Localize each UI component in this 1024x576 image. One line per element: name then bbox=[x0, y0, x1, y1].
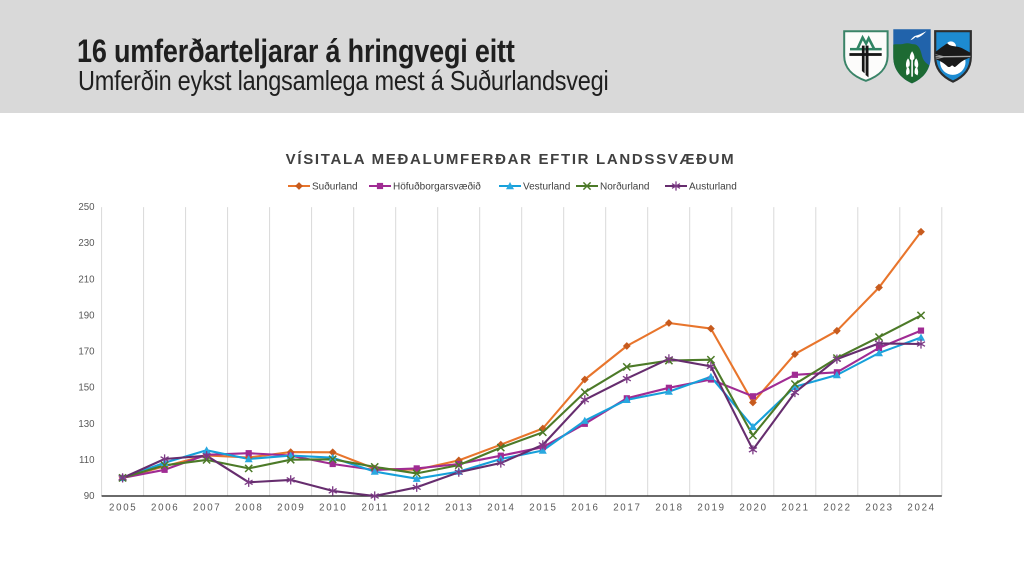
svg-text:2019: 2019 bbox=[697, 503, 725, 514]
svg-text:2023: 2023 bbox=[865, 503, 893, 514]
svg-text:Höfuðborgarsvæðið: Höfuðborgarsvæðið bbox=[393, 181, 481, 193]
svg-text:2020: 2020 bbox=[739, 503, 767, 514]
svg-text:150: 150 bbox=[78, 383, 95, 394]
svg-text:2016: 2016 bbox=[571, 503, 599, 514]
svg-text:2007: 2007 bbox=[193, 503, 221, 514]
svg-text:2012: 2012 bbox=[403, 503, 431, 514]
svg-text:2011: 2011 bbox=[361, 503, 389, 514]
svg-text:90: 90 bbox=[84, 491, 95, 502]
svg-text:Vesturland: Vesturland bbox=[523, 182, 570, 193]
svg-text:2009: 2009 bbox=[277, 503, 305, 514]
svg-text:Austurland: Austurland bbox=[689, 182, 737, 193]
svg-text:2013: 2013 bbox=[445, 503, 473, 514]
svg-text:210: 210 bbox=[78, 274, 95, 285]
svg-text:Suðurland: Suðurland bbox=[312, 181, 358, 193]
svg-text:230: 230 bbox=[78, 238, 95, 249]
svg-text:250: 250 bbox=[78, 202, 95, 213]
svg-text:170: 170 bbox=[78, 347, 95, 358]
svg-text:2022: 2022 bbox=[823, 503, 851, 514]
svg-text:2018: 2018 bbox=[655, 503, 683, 514]
svg-text:110: 110 bbox=[79, 455, 95, 466]
svg-text:2024: 2024 bbox=[907, 503, 935, 514]
svg-text:2017: 2017 bbox=[613, 503, 641, 514]
svg-text:190: 190 bbox=[78, 310, 95, 321]
svg-text:2008: 2008 bbox=[235, 503, 263, 514]
svg-text:2005: 2005 bbox=[109, 503, 137, 514]
svg-text:2006: 2006 bbox=[151, 503, 179, 514]
svg-text:Norðurland: Norðurland bbox=[600, 181, 649, 193]
svg-text:2015: 2015 bbox=[529, 503, 557, 514]
svg-text:130: 130 bbox=[78, 419, 95, 430]
svg-text:2021: 2021 bbox=[781, 503, 809, 514]
svg-text:2014: 2014 bbox=[487, 503, 515, 514]
svg-text:2010: 2010 bbox=[319, 503, 347, 514]
